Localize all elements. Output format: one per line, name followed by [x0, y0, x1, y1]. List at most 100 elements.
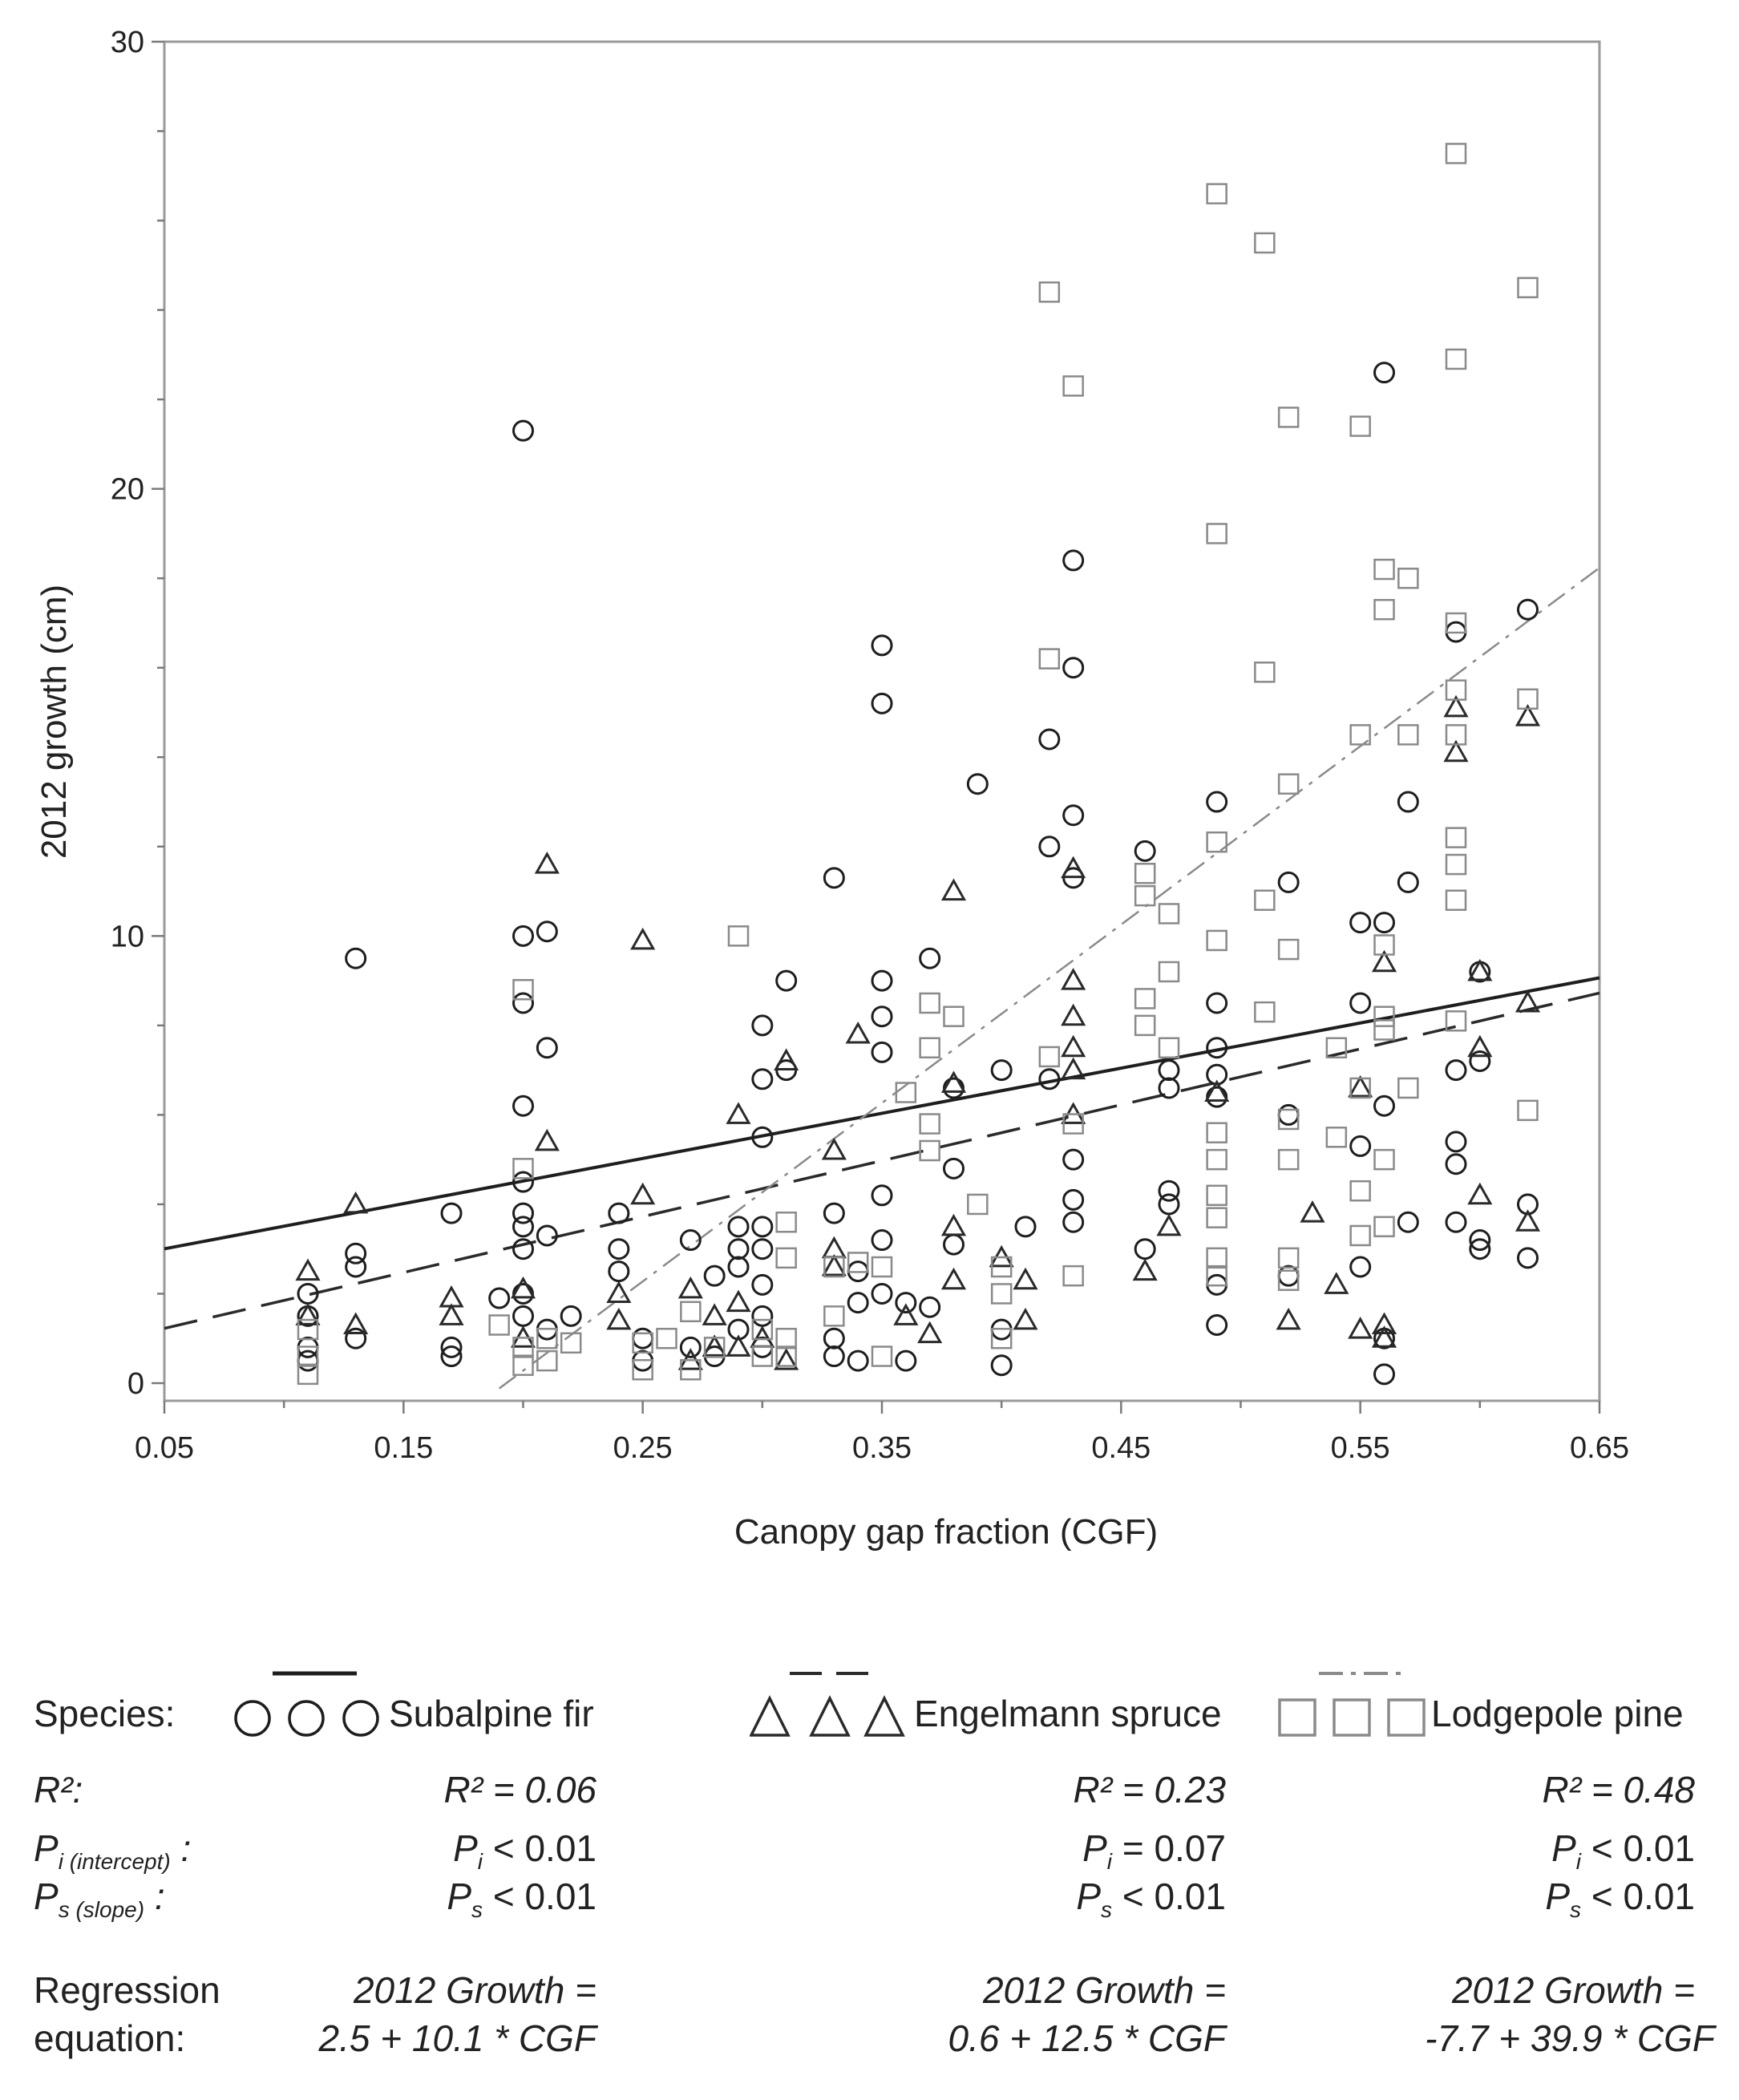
subalpine-fir-point [1349, 992, 1372, 1014]
legend-species-label: Species: [34, 1693, 176, 1734]
subalpine-fir-point [512, 1171, 534, 1193]
triangle-marker-icon [863, 1695, 905, 1737]
legend-species-lodgepole-pine: Lodgepole pine [1431, 1693, 1684, 1734]
lodgepole-pine-point [1325, 1127, 1348, 1148]
subalpine-fir-point [1206, 791, 1228, 813]
lodgepole-pine-point [1397, 1077, 1419, 1099]
lodgepole-pine-point [823, 1256, 845, 1278]
lodgepole-pine-point [1206, 1184, 1227, 1207]
subalpine-fir-point [1349, 912, 1372, 934]
lodgepole-pine-point [871, 1345, 893, 1367]
subalpine-fir-point [919, 1296, 941, 1318]
lodgepole-pine-point [1254, 1001, 1276, 1023]
subalpine-fir-point [871, 969, 893, 992]
subalpine-fir-point [512, 1216, 534, 1238]
lodgepole-pine-point [1349, 1224, 1371, 1247]
engelmann-spruce-point [1371, 1325, 1397, 1348]
subalpine-fir-point [895, 1292, 917, 1314]
engelmann-spruce-point [1443, 739, 1469, 763]
subalpine-fir-point [1349, 1135, 1372, 1157]
legend-line-lodgepole-pine [1319, 1672, 1403, 1675]
subalpine-fir-point [703, 1264, 726, 1287]
subalpine-fir-point [871, 1282, 893, 1305]
subalpine-fir-point [679, 1336, 702, 1358]
legend-eq1-engelmann-spruce: 2012 Growth = [982, 1969, 1226, 2011]
subalpine-fir-point [1469, 1238, 1491, 1260]
subalpine-fir-point [1517, 1247, 1539, 1269]
lodgepole-pine-point [1158, 961, 1180, 983]
engelmann-spruce-point [1515, 989, 1541, 1013]
engelmann-spruce-point [1061, 968, 1086, 990]
subalpine-fir-point [727, 1238, 750, 1260]
engelmann-spruce-point [917, 1321, 943, 1344]
engelmann-spruce-point [534, 1128, 560, 1151]
lodgepole-pine-point [1277, 1108, 1300, 1131]
subalpine-fir-point [345, 1242, 367, 1264]
legend-eq2-engelmann-spruce: 0.6 + 12.5 * CGF [948, 2017, 1226, 2059]
x-tick-label: 0.55 [1331, 1431, 1390, 1465]
subalpine-fir-point [512, 1238, 534, 1260]
lodgepole-pine-point [560, 1332, 582, 1354]
lodgepole-pine-point [297, 1345, 319, 1367]
lodgepole-pine-point [1373, 558, 1395, 581]
subalpine-fir-point [1469, 1050, 1491, 1072]
engelmann-spruce-point [439, 1303, 464, 1325]
ps-label-main: P [34, 1875, 59, 1917]
engelmann-spruce-point [1013, 1267, 1038, 1290]
engelmann-spruce-point [726, 1102, 751, 1124]
lodgepole-pine-point [919, 992, 940, 1014]
lodgepole-pine-point [1206, 929, 1227, 952]
subalpine-fir-point [1277, 871, 1300, 893]
lodgepole-pine-point [775, 1345, 797, 1367]
subalpine-fir-point [560, 1305, 582, 1327]
engelmann-spruce-point [1443, 694, 1469, 718]
lodgepole-pine-point [488, 1314, 510, 1336]
legend-ps-label: Ps (slope) : [34, 1875, 165, 1923]
lodgepole-pine-point [1206, 831, 1227, 853]
lodgepole-pine-point [1206, 1148, 1227, 1171]
subalpine-fir-point [751, 1068, 774, 1090]
engelmann-spruce-point [1324, 1272, 1349, 1294]
engelmann-spruce-point [343, 1191, 369, 1214]
ps-label-sub: s (slope) [58, 1897, 145, 1923]
lodgepole-pine-point [943, 1005, 965, 1027]
subalpine-fir-point [1134, 840, 1156, 862]
legend-r2-lodgepole-pine: R² = 0.48 [1543, 1768, 1696, 1811]
lodgepole-pine-point [1349, 724, 1371, 746]
lodgepole-pine-point [1445, 612, 1467, 634]
lodgepole-pine-point [680, 1359, 702, 1381]
circle-marker-icon [234, 1700, 271, 1737]
engelmann-spruce-point [1061, 856, 1086, 879]
square-marker-icon [1278, 1698, 1316, 1737]
y-tick-label: 20 [111, 473, 144, 507]
x-tick-label: 0.05 [135, 1431, 194, 1465]
lodgepole-pine-point [1349, 1179, 1371, 1202]
legend-line-subalpine-fir [273, 1671, 357, 1676]
legend-marker-subalpine-fir [234, 1700, 379, 1737]
legend-ps-subalpine-fir: Ps < 0.01 [447, 1875, 597, 1923]
subalpine-fir-point [536, 921, 558, 943]
subalpine-fir-point [512, 925, 534, 947]
subalpine-fir-point [919, 947, 941, 969]
legend-r2-engelmann-spruce: R² = 0.23 [1074, 1768, 1227, 1811]
legend-pi-lodgepole-pine: Pi < 0.01 [1551, 1827, 1695, 1875]
lodgepole-pine-point [751, 1318, 774, 1341]
lodgepole-pine-point [1445, 679, 1467, 701]
lodgepole-pine-point [1445, 1010, 1467, 1032]
engelmann-spruce-point [1132, 1258, 1158, 1281]
lodgepole-pine-point [1062, 1113, 1084, 1135]
subalpine-fir-point [1397, 791, 1419, 813]
engelmann-spruce-point [774, 1048, 799, 1070]
x-tick-label: 0.65 [1570, 1431, 1629, 1465]
engelmann-spruce-point [1371, 949, 1397, 973]
lodgepole-pine-point [1517, 277, 1539, 298]
engelmann-spruce-point [677, 1276, 703, 1299]
lodgepole-pine-point [1373, 1216, 1395, 1238]
engelmann-spruce-point [845, 1021, 871, 1044]
lodgepole-pine-point [632, 1332, 653, 1354]
lodgepole-pine-point [1277, 1269, 1300, 1291]
lodgepole-pine-point [1445, 348, 1467, 370]
legend-marker-lodgepole-pine [1278, 1698, 1426, 1737]
lodgepole-pine-point [1277, 407, 1300, 428]
